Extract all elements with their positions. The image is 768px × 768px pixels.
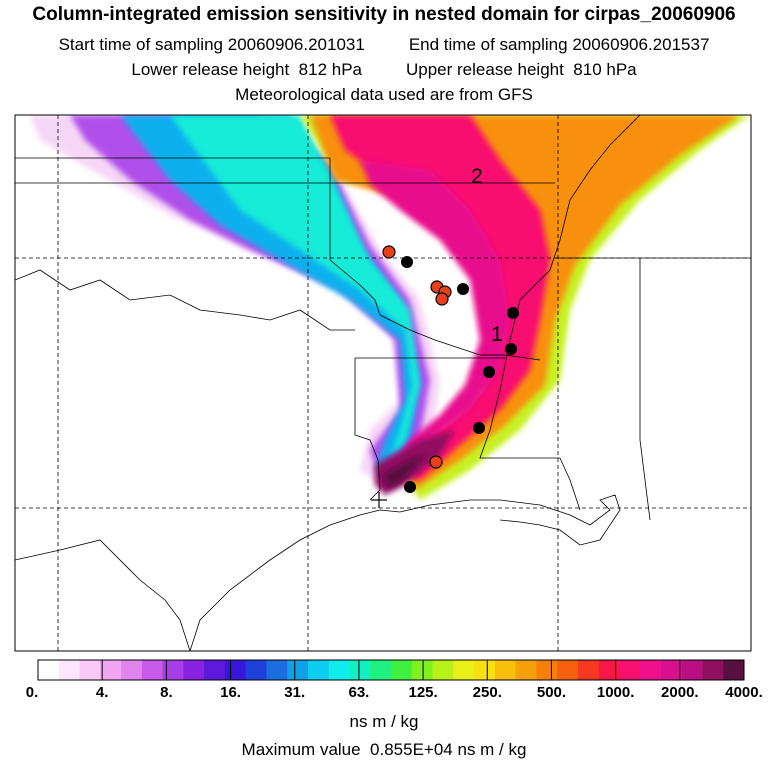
- sensitivity-field: [30, 115, 750, 500]
- river-border: [479, 115, 641, 511]
- sampling-time-line: Start time of sampling 20060906.201031 En…: [0, 35, 768, 55]
- maximum-value-line: Maximum value 0.855E+04 ns m / kg: [241, 740, 527, 759]
- black-marker: [404, 481, 416, 493]
- colorbar-swatch: [121, 660, 143, 680]
- colorbar: [37, 659, 745, 681]
- state-border: [15, 157, 555, 184]
- plume-label-1: 1: [491, 323, 503, 346]
- colorbar-swatch: [328, 660, 350, 680]
- colorbar-swatch: [79, 660, 101, 680]
- colorbar-swatch: [245, 660, 267, 680]
- lower-release-height: Lower release height 812 hPa: [131, 60, 362, 79]
- black-marker: [457, 283, 469, 295]
- colorbar-swatch: [474, 660, 496, 680]
- red-marker: [435, 292, 449, 306]
- black-marker: [473, 422, 485, 434]
- met-data-note: Meteorological data used are from GFS: [235, 85, 533, 104]
- release-height-line: Lower release height 812 hPa Upper releas…: [0, 60, 768, 80]
- map-frame: [14, 114, 752, 652]
- start-time: Start time of sampling 20060906.201031: [58, 35, 365, 54]
- colorbar-tick-label: 16.: [220, 684, 241, 701]
- colorbar-swatch: [287, 660, 309, 680]
- state-border: [354, 358, 381, 501]
- colorbar-tick-label: 2000.: [661, 684, 699, 701]
- colorbar-swatch: [391, 660, 413, 680]
- colorbar-swatch: [702, 660, 724, 680]
- colorbar-tick-label: 63.: [348, 684, 370, 701]
- colorbar-tick-label: 4.: [95, 684, 109, 701]
- colorbar-tick-label: 1000.: [596, 684, 635, 701]
- plume-label-2: 2: [471, 165, 483, 188]
- colorbar-swatch: [681, 660, 703, 680]
- colorbar-swatch: [38, 660, 60, 680]
- colorbar-swatch: [557, 660, 579, 680]
- colorbar-swatch: [577, 660, 600, 680]
- colorbar-swatch: [619, 660, 641, 680]
- colorbar-swatch: [660, 660, 683, 680]
- state-border: [639, 258, 651, 521]
- coastline: [15, 539, 191, 651]
- colorbar-tick-label: 0.: [25, 684, 39, 701]
- end-time: End time of sampling 20060906.201537: [408, 35, 710, 54]
- measurement-markers: [371, 245, 519, 508]
- colorbar-swatch: [494, 660, 517, 680]
- red-marker: [382, 245, 396, 259]
- colorbar-tick-label: 8.: [160, 684, 173, 701]
- colorbar-units: ns m / kg: [349, 712, 419, 731]
- colorbar-swatch: [204, 660, 226, 680]
- colorbar-swatch: [432, 660, 454, 680]
- river-border: [15, 269, 355, 331]
- colorbar-swatch: [370, 660, 392, 680]
- upper-release-height: Upper release height 810 hPa: [406, 60, 637, 79]
- state-border: [15, 182, 541, 361]
- colorbar-tick-label: 4000.: [725, 684, 763, 701]
- colorbar-swatch: [58, 660, 81, 680]
- colorbar-swatch: [411, 660, 434, 680]
- colorbar-swatch: [141, 660, 164, 680]
- black-marker: [505, 343, 517, 355]
- colorbar-frame: [37, 659, 745, 681]
- colorbar-swatch: [162, 660, 184, 680]
- colorbar-tick-label: 31.: [284, 684, 306, 701]
- red-marker: [429, 455, 443, 469]
- colorbar-swatch: [640, 660, 662, 680]
- black-marker: [483, 366, 495, 378]
- colorbar-swatch: [598, 660, 620, 680]
- colorbar-swatch: [100, 660, 122, 680]
- colorbar-swatch: [723, 660, 745, 680]
- colorbar-swatch: [224, 660, 247, 680]
- black-marker: [401, 256, 413, 268]
- colorbar-tick-label: 500.: [536, 684, 567, 701]
- colorbar-swatch: [349, 660, 371, 680]
- colorbar-tick-label: 125.: [408, 684, 438, 701]
- colorbar-swatch: [183, 660, 205, 680]
- colorbar-swatch: [453, 660, 475, 680]
- colorbar-swatch: [307, 660, 330, 680]
- colorbar-tick-label: 250.: [472, 684, 502, 701]
- plot-title: Column-integrated emission sensitivity i…: [32, 4, 736, 25]
- colorbar-swatch: [266, 660, 288, 680]
- colorbar-swatch: [515, 660, 537, 680]
- black-marker: [507, 307, 519, 319]
- geographic-outlines: [15, 115, 751, 651]
- colorbar-swatch: [536, 660, 558, 680]
- coastline: [189, 494, 621, 651]
